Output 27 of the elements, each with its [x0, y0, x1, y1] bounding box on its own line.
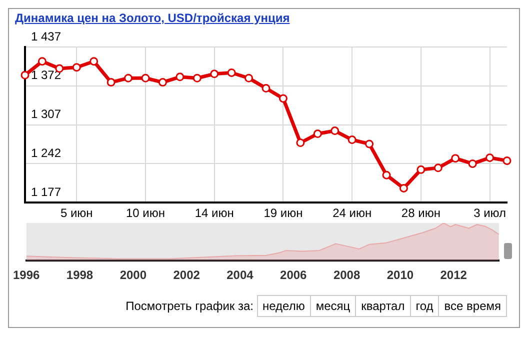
text: все время: [438, 295, 507, 317]
x-tick-label: 2000: [120, 268, 147, 282]
text: Посмотреть график за:: [126, 299, 254, 313]
x-tick-label: 2008: [333, 268, 360, 282]
text: квартал: [355, 295, 411, 317]
x-tick-label: 14 июн: [194, 206, 234, 220]
x-tick-label: 2004: [226, 268, 254, 282]
x-tick-label: 2002: [173, 268, 200, 282]
x-tick-label: 24 июн: [332, 206, 372, 220]
x-tick-label: 1998: [66, 268, 94, 282]
x-tick-label: 2012: [440, 268, 468, 282]
x-tick-label: 2006: [280, 268, 308, 282]
text: год: [410, 295, 440, 317]
text: месяц: [310, 295, 356, 317]
y-tick-label: 1 307: [31, 107, 62, 122]
y-tick-label: 1 437: [31, 29, 62, 44]
text: неделю: [256, 295, 311, 317]
x-tick-label: 19 июн: [264, 206, 303, 220]
x-tick-label: 1996: [12, 268, 40, 282]
y-tick-label: 1 177: [31, 184, 62, 199]
x-tick-label: 2010: [386, 268, 414, 282]
x-tick-label: 5 июн: [60, 206, 93, 220]
y-tick-label: 1 242: [31, 146, 62, 160]
x-tick-label: 10 июн: [126, 206, 166, 220]
chart-title: Динамика цен на Золото, USD/тройская унция: [15, 11, 291, 25]
x-tick-label: 3 июл: [474, 206, 506, 220]
x-tick-label: 28 июн: [401, 206, 440, 220]
